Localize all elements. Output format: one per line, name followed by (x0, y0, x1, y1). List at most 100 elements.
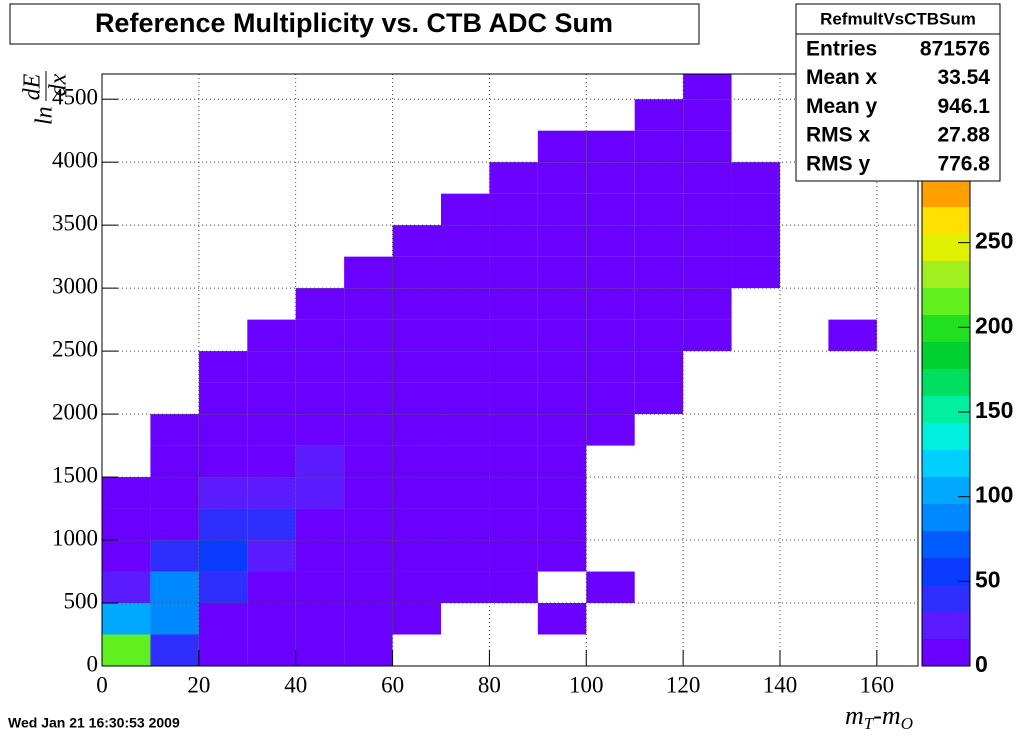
stats-name: RefmultVsCTBSum (820, 9, 976, 28)
x-tick-label: 120 (666, 672, 701, 697)
heat-cell (247, 571, 296, 604)
x-label-sub: T (864, 714, 875, 733)
heat-cell (489, 351, 538, 383)
x-label-main2: -m (873, 701, 900, 730)
heat-cell (344, 319, 393, 352)
heat-cell (489, 319, 538, 352)
heat-cell (198, 540, 248, 572)
heat-cell (489, 508, 538, 541)
y-label-num: dE (20, 73, 46, 100)
heat-cell (247, 351, 296, 383)
heat-cell (295, 634, 345, 666)
x-tick-label: 140 (763, 672, 798, 697)
heat-cell (198, 382, 248, 415)
heat-cell (537, 288, 587, 320)
heat-cell (295, 603, 345, 635)
heat-cell (247, 445, 296, 478)
heat-cell (344, 351, 393, 383)
heat-cell (683, 288, 732, 320)
heat-cell (489, 414, 538, 446)
palette-band (922, 504, 970, 531)
heat-cell (392, 288, 441, 320)
heat-cell (102, 571, 151, 604)
heat-cell (634, 130, 684, 163)
z-tick-label: 50 (975, 566, 1001, 592)
heat-cell (731, 162, 780, 194)
heat-cell (537, 540, 587, 572)
footer-date: Wed Jan 21 16:30:53 2009 (8, 715, 180, 731)
heat-cell (537, 382, 587, 415)
heat-cell (150, 540, 199, 572)
z-tick-label: 0 (975, 651, 988, 677)
heat-cell (586, 130, 635, 163)
z-tick-label: 250 (975, 228, 1013, 254)
heat-cell (586, 319, 635, 352)
heat-cell (198, 445, 248, 478)
stats-value: 27.88 (937, 124, 990, 147)
heat-cell (586, 382, 635, 415)
heat-cell (440, 288, 490, 320)
x-tick-label: 160 (860, 672, 895, 697)
heat-cell (683, 130, 732, 163)
palette-band (922, 261, 970, 288)
y-tick-label: 4000 (52, 147, 98, 172)
heat-cell (440, 414, 490, 446)
palette-band (922, 180, 970, 207)
heat-cell (634, 382, 684, 415)
heat-cell (344, 508, 393, 541)
heat-cell (489, 571, 538, 604)
heat-cell (586, 162, 635, 194)
heat-cell (344, 256, 393, 289)
heat-cell (392, 540, 441, 572)
cells (102, 74, 877, 666)
y-axis-label: ln dE dx (20, 71, 72, 125)
heat-cell (344, 540, 393, 572)
stats-label: RMS x (806, 124, 871, 147)
heat-cell (586, 351, 635, 383)
heat-cell (537, 351, 587, 383)
heat-cell (150, 508, 199, 541)
heat-cell (198, 603, 248, 635)
color-bar: 0 50 100 150 200 250 (921, 179, 1013, 677)
heat-cell (198, 414, 248, 446)
heat-cell (537, 193, 587, 226)
heat-cell (344, 414, 393, 446)
palette-band (922, 315, 970, 342)
heat-cell (731, 193, 780, 226)
heat-cell (586, 225, 635, 257)
heat-cell (198, 508, 248, 541)
heat-cell (344, 571, 393, 604)
heat-cell (392, 508, 441, 541)
heat-cell (634, 288, 684, 320)
palette-band (922, 288, 970, 315)
heat-cell (537, 256, 587, 289)
heat-cell (102, 540, 151, 572)
heat-cell (247, 414, 296, 446)
heat-cell (489, 193, 538, 226)
z-tick-label: 100 (975, 482, 1013, 508)
heat-cell (295, 540, 345, 572)
palette-band (922, 450, 970, 477)
z-tick-label: 150 (975, 397, 1013, 423)
heat-cell (683, 256, 732, 289)
heat-cell (634, 256, 684, 289)
heat-cell (150, 571, 199, 604)
heat-cell (489, 288, 538, 320)
heat-cell (295, 445, 345, 478)
heat-cell (586, 288, 635, 320)
heat-cell (537, 162, 587, 194)
heat-cell (102, 603, 151, 635)
y-tick-label: 2000 (52, 399, 98, 424)
heat-cell (440, 193, 490, 226)
heat-cell (586, 193, 635, 226)
heat-cell (295, 319, 345, 352)
stats-value: 871576 (920, 38, 990, 61)
heat-cell (683, 99, 732, 131)
y-tick-label: 4500 (52, 84, 98, 109)
heat-cell (440, 571, 490, 604)
y-tick-label: 1000 (52, 525, 98, 550)
heat-cell (489, 445, 538, 478)
heat-cell (537, 603, 587, 635)
heat-cell (683, 74, 732, 100)
stats-label: Mean x (806, 66, 878, 89)
